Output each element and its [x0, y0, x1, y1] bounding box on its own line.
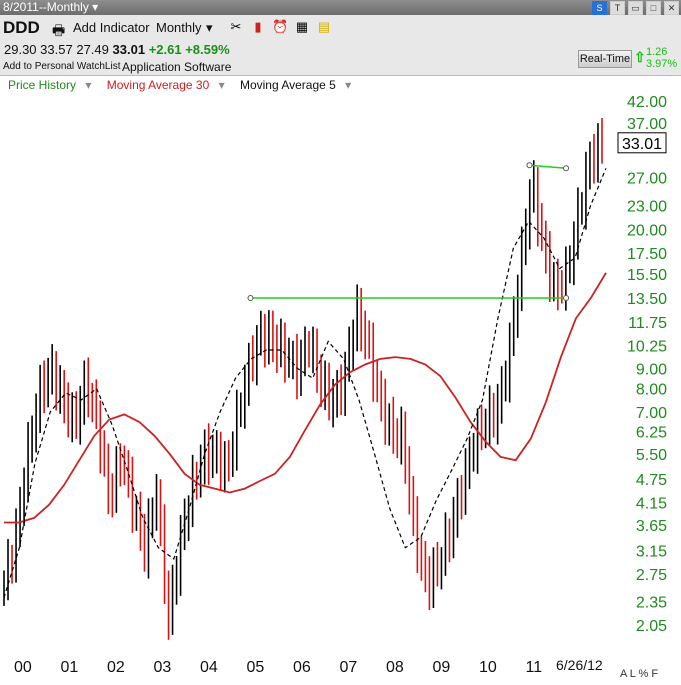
- legend-price[interactable]: Price History ▾: [8, 78, 97, 92]
- industry-label: Application Software: [122, 60, 232, 74]
- y-tick-label: 4.75: [636, 472, 667, 489]
- rt-change: 1.26 3.97%: [646, 46, 677, 70]
- last-price-box: [617, 132, 667, 154]
- y-tick-label: 7.00: [636, 405, 667, 422]
- trendline: [529, 164, 567, 170]
- maximize-icon[interactable]: □: [646, 1, 661, 15]
- close-value: 33.01: [112, 42, 146, 57]
- tools-icon[interactable]: ✂: [230, 19, 242, 34]
- open-value: 29.30: [4, 42, 37, 57]
- alarm-clock-icon[interactable]: ⏰: [272, 19, 289, 34]
- window-title: 8/2011--Monthly ▾: [3, 0, 99, 14]
- y-tick-label: 6.25: [636, 425, 667, 442]
- y-tick-label: 15.50: [627, 267, 667, 284]
- y-tick-label: 2.05: [636, 618, 667, 635]
- rt-change-pct: 3.97%: [646, 58, 678, 70]
- y-tick-label: 42.00: [627, 94, 667, 111]
- y-tick-label: 27.00: [627, 171, 667, 188]
- x-tick-label: 07: [340, 659, 358, 676]
- y-tick-label: 5.50: [636, 447, 667, 464]
- x-tick-label: 03: [154, 659, 172, 676]
- date-label: 6/26/12: [556, 657, 603, 673]
- legend-ma30-label: Moving Average 30: [106, 78, 210, 92]
- rt-change-value: 1.26: [646, 46, 668, 58]
- y-tick-label: 17.50: [627, 246, 667, 263]
- chevron-down-icon[interactable]: ▾: [206, 20, 213, 35]
- trendline-handle: [563, 165, 570, 172]
- x-tick-label: 10: [479, 659, 497, 676]
- x-tick-label: 09: [433, 659, 451, 676]
- window-titlebar: 8/2011--Monthly ▾ S T ▭ □ ✕: [0, 0, 681, 15]
- bar-chart-icon[interactable]: ▮: [254, 19, 262, 34]
- scale-buttons[interactable]: A L % F: [620, 668, 659, 680]
- y-tick-label: 4.15: [636, 496, 667, 513]
- chevron-down-icon: ▾: [85, 78, 92, 92]
- change-value: +2.61: [148, 42, 182, 57]
- y-tick-label: 8.00: [636, 382, 667, 399]
- legend-ma5[interactable]: Moving Average 5 ▾: [240, 78, 357, 92]
- high-value: 33.57: [40, 42, 73, 57]
- x-tick-label: 02: [107, 659, 125, 676]
- close-icon[interactable]: ✕: [664, 1, 679, 15]
- chevron-down-icon: ▾: [218, 78, 225, 92]
- quote-line: 29.30 33.57 27.49 33.01 +2.61 +8.59%: [4, 42, 230, 57]
- note-icon[interactable]: ▤: [317, 19, 331, 34]
- y-tick-label: 23.00: [627, 198, 667, 215]
- y-tick-label: 13.50: [627, 291, 667, 308]
- low-value: 27.49: [76, 42, 109, 57]
- y-tick-label: 2.35: [636, 594, 667, 611]
- trendline-handle: [247, 294, 254, 301]
- last-price-label: 33.01: [622, 136, 662, 153]
- trendline-handle: [563, 294, 570, 301]
- x-tick-label: 11: [526, 659, 543, 676]
- legend-ma30[interactable]: Moving Average 30 ▾: [107, 78, 231, 92]
- y-tick-label: 10.25: [627, 339, 667, 356]
- up-arrow-icon: ⇧: [634, 49, 646, 65]
- add-indicator-button[interactable]: Add Indicator: [73, 20, 150, 35]
- ma5-line: [3, 168, 607, 598]
- x-tick-label: 04: [200, 659, 218, 676]
- x-tick-label: 06: [293, 659, 311, 676]
- chevron-down-icon: ▾: [345, 78, 352, 92]
- realtime-button[interactable]: Real-Time: [578, 50, 632, 68]
- y-tick-label: 9.00: [636, 361, 667, 378]
- y-tick-label: 3.15: [636, 543, 667, 560]
- y-tick-label: 3.65: [636, 518, 667, 535]
- symbol-label[interactable]: DDD: [3, 18, 40, 37]
- period-select[interactable]: Monthly: [156, 20, 202, 35]
- y-tick-label: 2.75: [636, 567, 667, 584]
- y-tick-label: 20.00: [627, 223, 667, 240]
- legend-price-label: Price History: [8, 78, 77, 92]
- x-tick-label: 05: [247, 659, 265, 676]
- ma30-line: [4, 272, 607, 524]
- y-tick-label: 11.75: [628, 315, 667, 332]
- chart-legend: Price History ▾ Moving Average 30 ▾ Movi…: [8, 78, 363, 92]
- y-tick-label: 37.00: [627, 116, 667, 133]
- chart-header: DDD 🖶 Add Indicator Monthly ▾ ✂ ▮ ⏰ ▦ ▤ …: [0, 15, 681, 76]
- x-tick-label: 08: [386, 659, 404, 676]
- s-icon[interactable]: S: [592, 1, 607, 15]
- change-pct-value: +8.59%: [185, 42, 230, 57]
- grid-icon[interactable]: ▦: [295, 19, 309, 34]
- watchlist-link[interactable]: Add to Personal WatchList: [3, 61, 121, 72]
- restore-icon[interactable]: ▭: [628, 1, 643, 15]
- x-tick-label: 01: [61, 659, 79, 676]
- trendline-handle: [526, 162, 533, 169]
- x-tick-label: 00: [14, 659, 32, 676]
- legend-ma5-label: Moving Average 5: [239, 78, 336, 92]
- ticker-icon[interactable]: T: [610, 1, 625, 15]
- printer-icon[interactable]: 🖶: [52, 22, 66, 38]
